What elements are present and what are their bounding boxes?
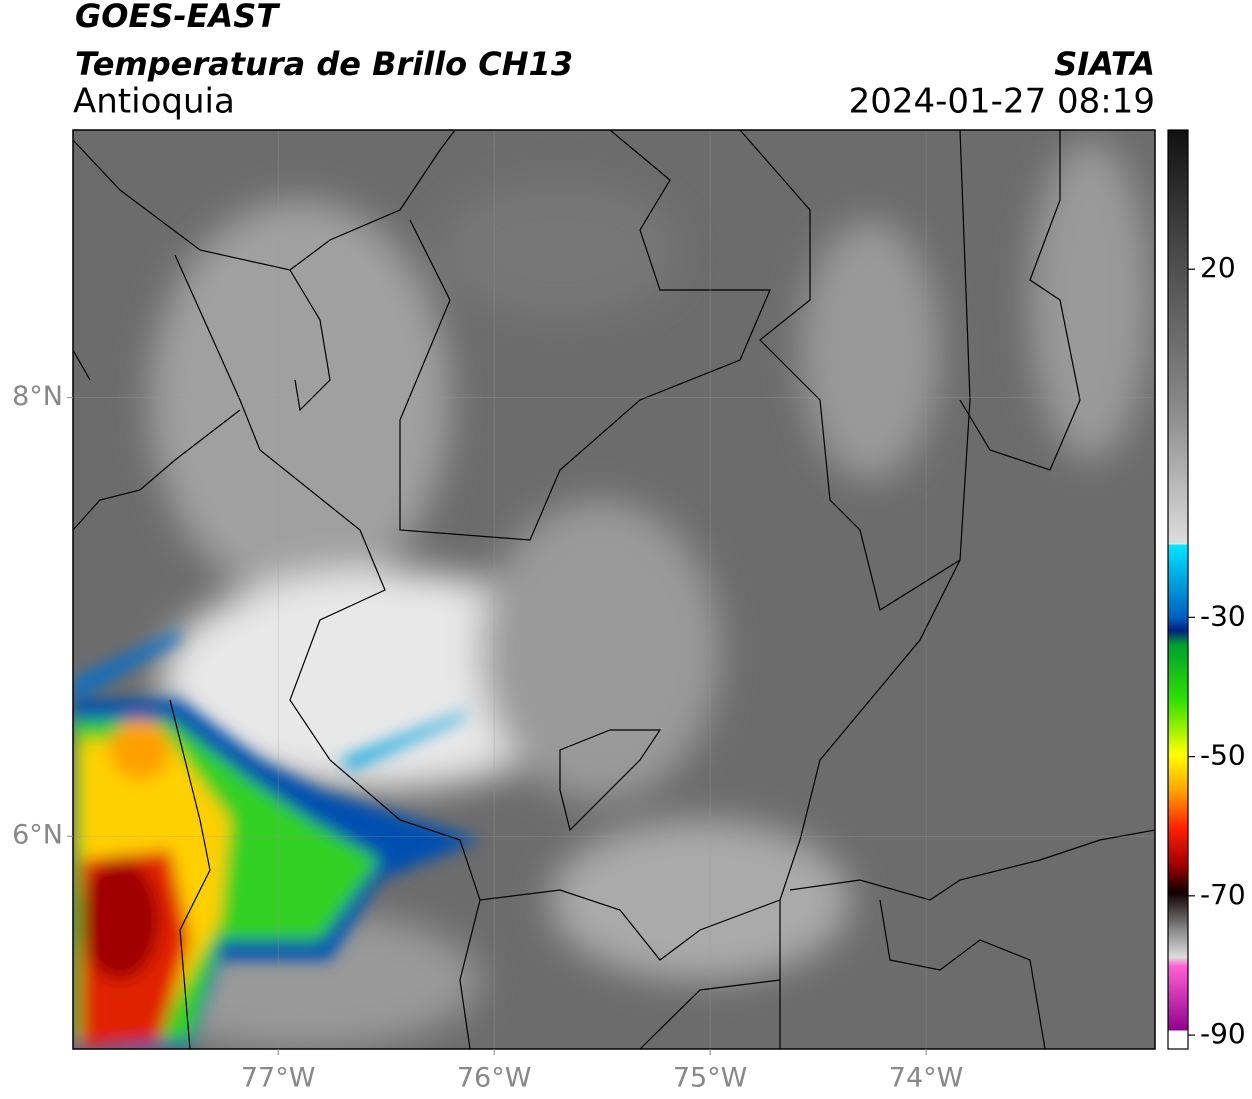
x-tick-label: 77°W — [241, 1063, 316, 1094]
colorbar-tick-label: -30 — [1200, 599, 1246, 632]
colorbar-tick-label: -70 — [1200, 878, 1246, 911]
y-tick-label: 6°N — [12, 820, 63, 851]
subtitle: Temperatura de Brillo CH13 — [75, 45, 573, 83]
colorbar-tick-label: 20 — [1200, 251, 1236, 284]
title: GOES-EAST — [75, 0, 280, 35]
colorbar-tick-label: -50 — [1200, 739, 1246, 772]
datetime: 2024-01-27 08:19 — [849, 82, 1155, 122]
region: Antioquia — [73, 82, 235, 122]
x-tick-label: 74°W — [889, 1063, 964, 1094]
map-frame — [72, 129, 1156, 1050]
colorbar-tick-label: -90 — [1200, 1017, 1246, 1050]
colorbar — [1167, 129, 1189, 1050]
x-tick-label: 75°W — [673, 1063, 748, 1094]
y-tick-label: 8°N — [12, 381, 63, 412]
x-tick-label: 76°W — [457, 1063, 532, 1094]
source: SIATA — [1054, 45, 1155, 83]
satellite-image — [73, 130, 1155, 1049]
map-grid — [73, 130, 1155, 1049]
